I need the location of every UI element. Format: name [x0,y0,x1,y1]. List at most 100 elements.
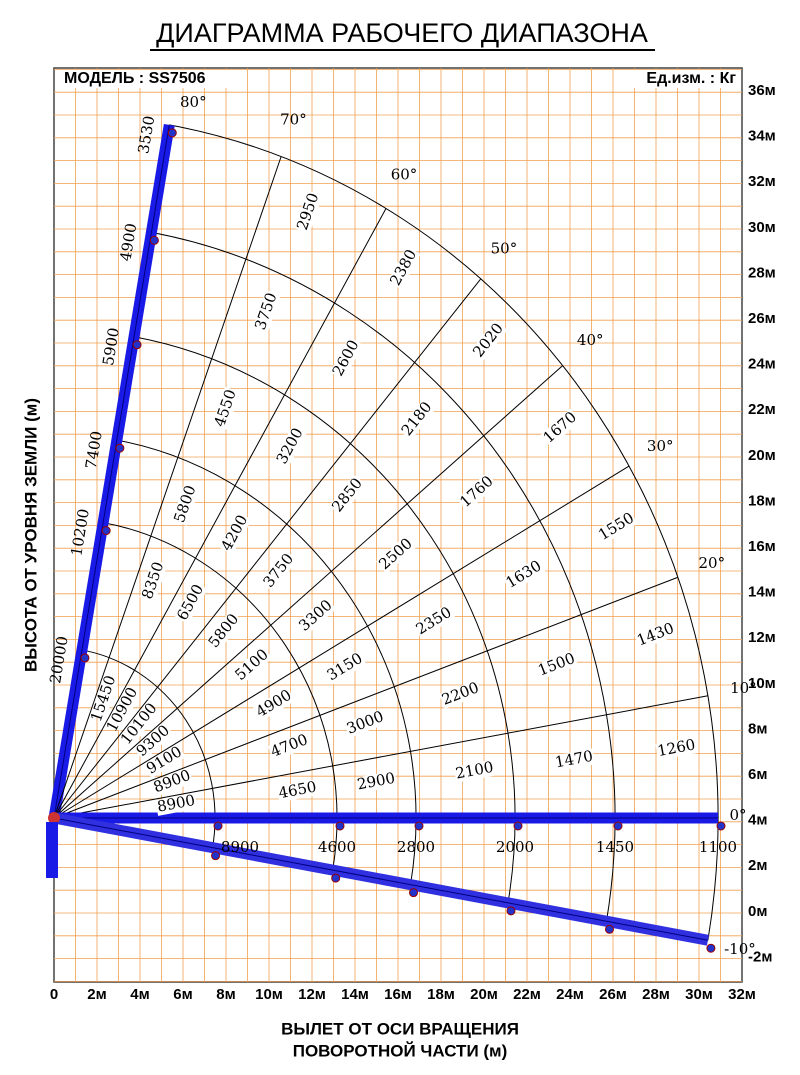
label-bg [171,482,200,526]
label-bg [387,246,421,290]
boom-joint [149,235,159,245]
label-bg [89,677,119,721]
ray-line [53,576,679,819]
load-label: 2000 [496,838,534,856]
label-bg [502,557,546,593]
label-bg [540,408,581,448]
label-bg [398,398,436,440]
load-label-group: 4650 [276,778,319,803]
ray-line [53,695,709,819]
label-bg [553,748,596,772]
x-tick-label: 0 [50,986,58,1003]
y-tick-label: 12м [748,629,776,646]
boom-joint [331,873,341,883]
x-axis-title: ПОВОРОТНОЙ ЧАСТИ (м) [293,1041,508,1060]
y-tick-label: 4м [748,812,767,829]
x-tick-label: 32м [728,986,756,1003]
x-tick-label: 12м [298,986,326,1003]
y-tick-label: 22м [748,401,776,418]
boom-joint [132,340,142,350]
label-bg [174,581,208,625]
ray-line [53,156,282,819]
boom-joint [706,943,716,953]
label-bg [267,731,312,762]
load-label-group: 1450 [596,838,634,856]
y-tick-label: 18м [748,492,776,509]
x-tick-label: 14м [341,986,369,1003]
radius-arc [116,439,417,885]
boom-joint [716,821,726,831]
load-label-group: 2000 [496,838,534,856]
label-bg [218,511,252,555]
radius-arc [133,336,516,903]
label-bg [470,320,508,362]
load-label: 1450 [596,838,634,856]
x-tick-label: 4м [130,986,149,1003]
x-axis-title: ВЫЛЕТ ОТ ОСИ ВРАЩЕНИЯ [281,1019,519,1038]
y-tick-label: 24м [748,356,776,373]
angle-label: 50° [491,240,518,258]
angle-label: 80° [180,93,207,111]
label-bg [634,620,678,650]
x-tick-label: 18м [427,986,455,1003]
boom-joint [335,821,345,831]
x-tick-label: 28м [642,986,670,1003]
label-bg [294,190,323,234]
load-label: 8900 [221,838,259,856]
angle-label: 20° [698,554,725,572]
load-label: 2800 [397,838,435,856]
plot [46,123,726,953]
model: МОДЕЛЬ : SS7506 [64,70,206,87]
radius-arc [103,522,338,871]
x-tick-label: 30м [685,986,713,1003]
boom-joint [211,851,221,861]
ray-line [53,278,482,819]
load-label: 4600 [318,838,356,856]
ray-line [53,208,387,819]
label-bg [273,424,308,468]
boom-joint [604,924,614,934]
y-tick-label: 0м [748,903,767,920]
boom-joint [506,906,516,916]
angle-label: 30° [647,437,674,455]
x-tick-label: 24м [556,986,584,1003]
x-tick-label: 8м [216,986,235,1003]
label-bg [295,596,337,636]
boom-joint [115,443,125,453]
label-bg [155,792,198,816]
boom-joint [80,653,90,663]
angle-label: -10° [724,940,756,958]
angle-label: 70° [280,111,307,129]
model-bg [60,70,228,88]
label-bg [412,604,456,639]
crane-base [46,822,58,878]
y-tick-label: 34м [748,128,776,145]
label-bg [439,679,483,710]
radius-arc [169,124,719,941]
unit-bg [622,70,740,88]
pivot [48,812,60,824]
x-tick-label: 6м [173,986,192,1003]
label-bg [535,650,579,680]
load-label-group: 2800 [397,838,435,856]
label-bg [260,550,298,592]
label-bg [252,290,281,334]
label-bg [655,737,698,761]
angle-label: 0° [729,806,746,824]
y-tick-label: 32м [748,173,776,190]
label-bg [139,559,168,603]
boom-joint [167,128,177,138]
load-label: 1100 [699,838,737,856]
radius-arc [151,231,616,922]
y-tick-label: -2м [748,948,772,965]
y-tick-label: 16м [748,538,776,555]
label-bg [343,708,387,738]
label-bg [453,759,496,783]
y-tick-label: 26м [748,310,776,327]
angle-label: 40° [577,331,604,349]
load-label-group: 1100 [699,838,737,856]
label-bg [456,472,498,512]
x-tick-label: 16м [384,986,412,1003]
title: ДИАГРАММА РАБОЧЕГО ДИАПАЗОНА [156,18,648,48]
